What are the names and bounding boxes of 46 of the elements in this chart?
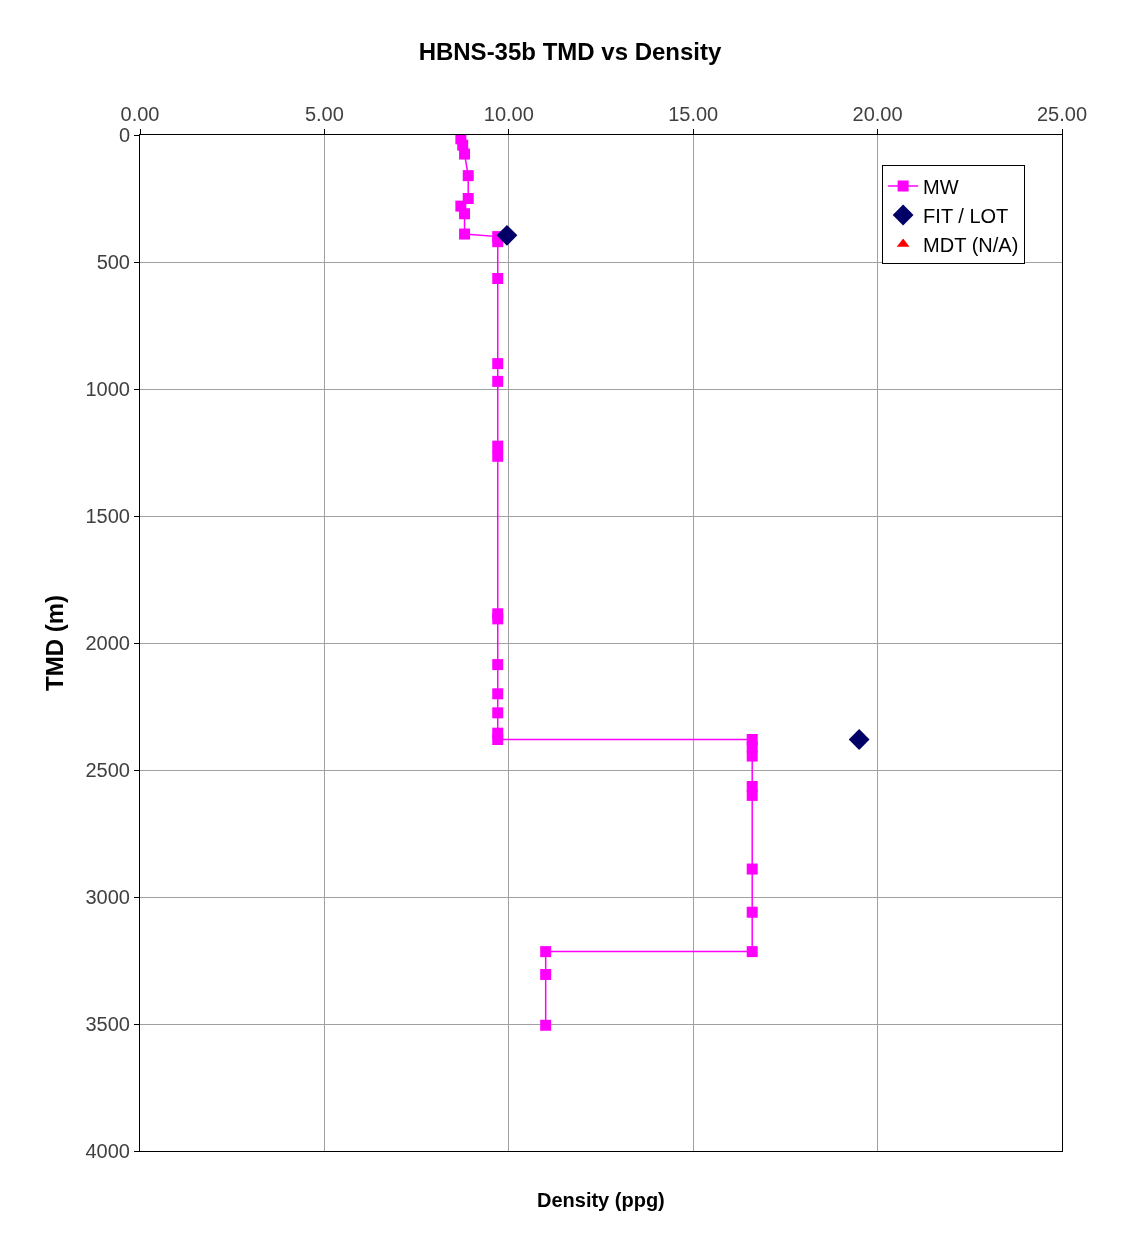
y-tick-label: 1000 [85, 378, 130, 400]
point [492, 688, 504, 700]
y-tick-label: 0 [118, 124, 130, 146]
point [540, 968, 552, 980]
x-tick-label: 10.00 [483, 103, 534, 125]
point [848, 729, 870, 750]
y-axis-title: TMD (m) [40, 595, 68, 691]
point [459, 148, 471, 160]
x-axis-title: Density (ppg) [537, 1189, 665, 1211]
point [746, 750, 758, 762]
point [746, 863, 758, 875]
y-tick-label: 1500 [85, 505, 130, 527]
point [492, 659, 504, 671]
point [492, 613, 504, 625]
x-tick-label: 5.00 [304, 103, 344, 125]
point [492, 450, 504, 462]
point [462, 170, 474, 182]
y-tick-label: 500 [96, 251, 130, 273]
point [492, 707, 504, 719]
point [746, 789, 758, 801]
point [492, 273, 504, 285]
point [746, 906, 758, 918]
point [459, 228, 471, 240]
point [492, 734, 504, 746]
x-tick-label: 25.00 [1036, 103, 1088, 125]
point [492, 375, 504, 387]
x-tick-label: 15.00 [668, 103, 719, 125]
legend-label: MW [923, 175, 959, 198]
chart-title: HBNS-35b TMD vs Density [418, 38, 723, 66]
point [459, 208, 471, 220]
legend-label: MDT (N/A) [923, 233, 1019, 256]
legend-label: FIT / LOT [923, 204, 1009, 227]
y-tick-label: 3000 [85, 886, 130, 908]
point [462, 193, 474, 204]
point [540, 1019, 552, 1031]
point [746, 946, 758, 958]
x-tick-label: 0.00 [120, 103, 160, 125]
y-tick-label: 2000 [85, 632, 130, 654]
point [496, 224, 518, 246]
y-tick-label: 2500 [85, 759, 130, 781]
x-tick-label: 20.00 [852, 103, 903, 125]
point [492, 358, 504, 370]
y-tick-label: 4000 [85, 1140, 130, 1162]
point [492, 440, 504, 452]
y-tick-label: 3500 [85, 1013, 130, 1035]
point [540, 946, 552, 958]
